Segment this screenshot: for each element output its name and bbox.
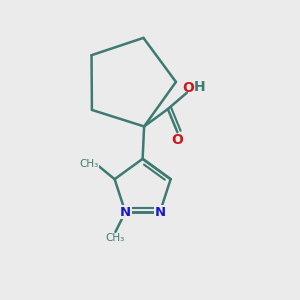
Text: O: O: [182, 81, 194, 95]
Text: O: O: [171, 133, 183, 146]
Text: H: H: [194, 80, 205, 94]
Text: CH₃: CH₃: [80, 159, 99, 169]
Text: CH₃: CH₃: [106, 233, 125, 243]
Text: N: N: [120, 206, 131, 219]
Text: N: N: [154, 206, 166, 219]
